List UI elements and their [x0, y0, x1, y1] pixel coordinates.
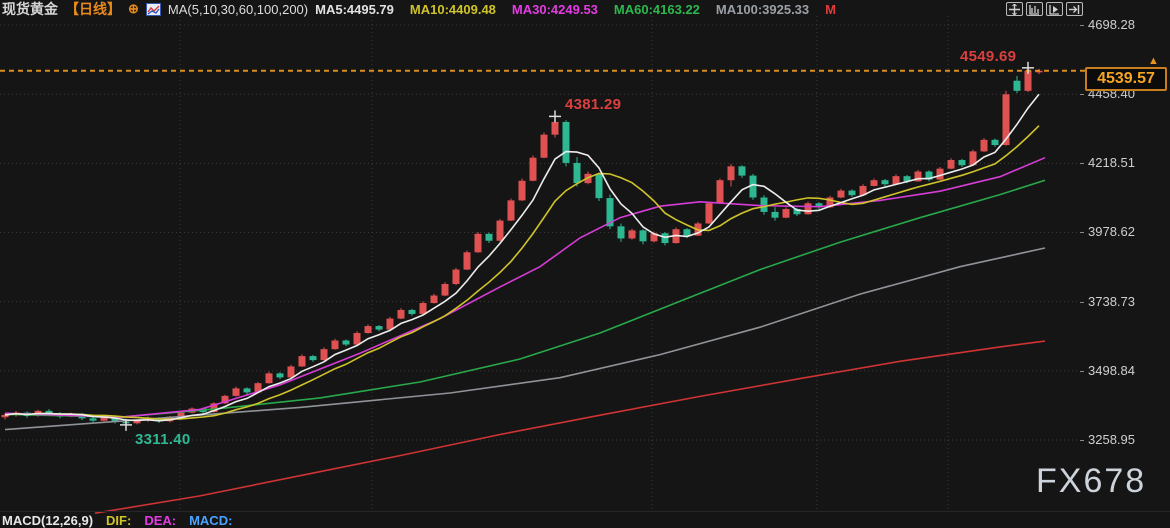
y-axis-label: 3498.84 [1088, 362, 1135, 378]
ma-value: MA5:4495.79 [315, 1, 394, 17]
extreme-markers [120, 61, 1034, 431]
ma-lines-group [4, 93, 1046, 514]
y-axis-label: 3258.95 [1088, 432, 1135, 447]
ma-line-ma10 [4, 125, 1040, 420]
chart-header: 现货黄金 【日线】 ⊕ MA(5,10,30,60,100,200) MA5:4… [2, 1, 836, 17]
mini-chart-icon[interactable] [145, 2, 161, 16]
y-axis-tick [1080, 94, 1084, 96]
ma-values: MA5:4495.79 MA10:4409.48 MA30:4249.53 MA60:… [315, 2, 836, 17]
ma-line-ma5 [4, 93, 1040, 422]
ma-line-ma60 [4, 179, 1046, 419]
chart-toolbar [1006, 2, 1083, 16]
ma-line-ma100 [4, 247, 1046, 431]
candles-group [1, 67, 1043, 425]
ma-line-ma30 [4, 156, 1046, 419]
ma-value: MA30:4249.53 [511, 1, 598, 17]
ma-line-ma200 [94, 340, 1046, 514]
high-price-annotation: 4549.69 [960, 47, 1017, 65]
y-axis-tick [1080, 440, 1084, 441]
peak-price-annotation: 4381.29 [565, 96, 622, 114]
price-up-arrow-icon: ▲ [1148, 55, 1159, 67]
symbol-name: 现货黄金 [2, 1, 58, 17]
y-axis-tick [1080, 301, 1084, 303]
panel-divider [0, 511, 1170, 512]
y-axis-tick [1080, 25, 1084, 26]
ma-value: MA100:3925.33 [715, 1, 810, 17]
ma-settings-label[interactable]: MA(5,10,30,60,100,200) [167, 1, 309, 17]
fit-scale-icon[interactable] [1026, 2, 1043, 16]
period-label[interactable]: 【日线】 [65, 1, 121, 17]
crosshair-icon[interactable] [1006, 2, 1023, 16]
grid-lines [0, 16, 1080, 510]
y-axis-label: 3738.73 [1088, 293, 1135, 309]
play-forward-icon[interactable] [1046, 2, 1063, 16]
low-price-annotation: 3311.40 [135, 430, 191, 448]
last-price-tag: 4539.57 [1085, 67, 1167, 91]
y-axis-tick [1080, 163, 1084, 165]
add-indicator-icon[interactable]: ⊕ [128, 1, 139, 16]
y-axis-label: 4218.51 [1088, 155, 1135, 171]
y-axis-label: 3978.62 [1088, 224, 1135, 240]
ma-value: MA60:4163.22 [613, 1, 700, 17]
y-axis-label: 4698.28 [1088, 17, 1135, 32]
watermark: FX678 [1036, 462, 1147, 500]
go-latest-icon[interactable] [1066, 2, 1083, 16]
ma-value: M [825, 1, 836, 17]
ma-value: MA10:4409.48 [409, 1, 496, 17]
y-axis-tick [1080, 232, 1084, 234]
y-axis-tick [1080, 370, 1084, 372]
